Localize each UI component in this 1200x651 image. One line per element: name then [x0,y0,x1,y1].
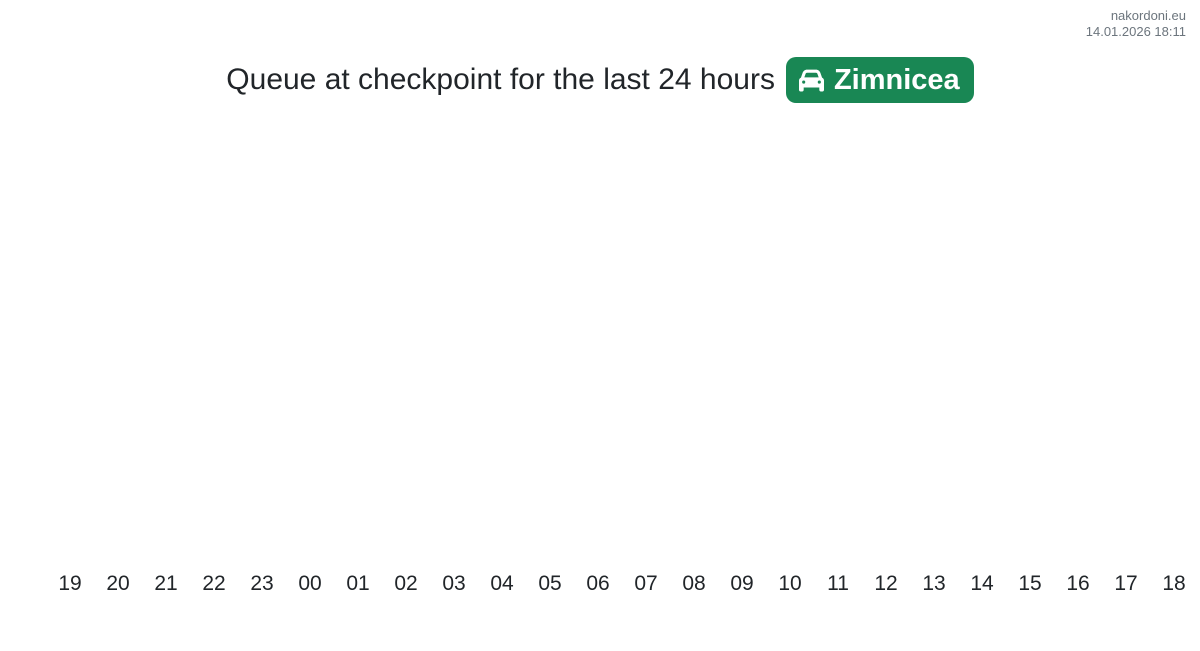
page-title: Queue at checkpoint for the last 24 hour… [226,63,775,96]
x-tick: 08 [682,572,706,595]
x-tick: 01 [346,572,370,595]
x-tick: 11 [827,572,849,595]
x-tick: 04 [490,572,514,595]
timestamp: 14.01.2026 18:11 [1085,24,1186,39]
x-tick: 00 [298,572,322,595]
x-tick: 02 [394,572,418,595]
site-meta: nakordoni.eu 14.01.2026 18:11 [1086,8,1186,40]
queue-chart: 19 20 21 22 23 00 01 02 03 04 05 06 07 08 09 10 11 12 13 14… [0,110,1200,651]
x-tick: 23 [250,572,274,595]
x-tick: 07 [634,572,658,595]
x-tick: 12 [874,572,898,595]
car-icon [798,68,825,93]
x-tick: 06 [586,572,610,595]
x-tick: 03 [442,572,466,595]
chart-header: Queue at checkpoint for the last 24 hour… [0,57,1200,103]
x-tick: 17 [1114,572,1138,595]
x-tick: 13 [922,572,946,595]
x-tick: 18 [1162,572,1186,595]
checkpoint-badge[interactable]: Zimnicea [785,57,974,103]
x-tick: 09 [730,572,754,595]
x-tick: 10 [778,572,802,595]
x-tick: 20 [106,572,130,595]
site-domain: nakordoni.eu [1110,8,1186,23]
x-tick: 16 [1066,572,1090,595]
x-axis: 19 20 21 22 23 00 01 02 03 04 05 06 07 08 09 10 11 12 13 14… [46,571,1198,597]
x-tick: 15 [1018,572,1042,595]
x-tick: 05 [538,572,562,595]
x-tick: 22 [202,572,226,595]
checkpoint-name: Zimnicea [833,63,960,96]
plot-area [46,110,1198,570]
x-tick: 19 [58,572,82,595]
x-tick: 21 [154,572,178,595]
x-tick: 14 [970,572,994,595]
